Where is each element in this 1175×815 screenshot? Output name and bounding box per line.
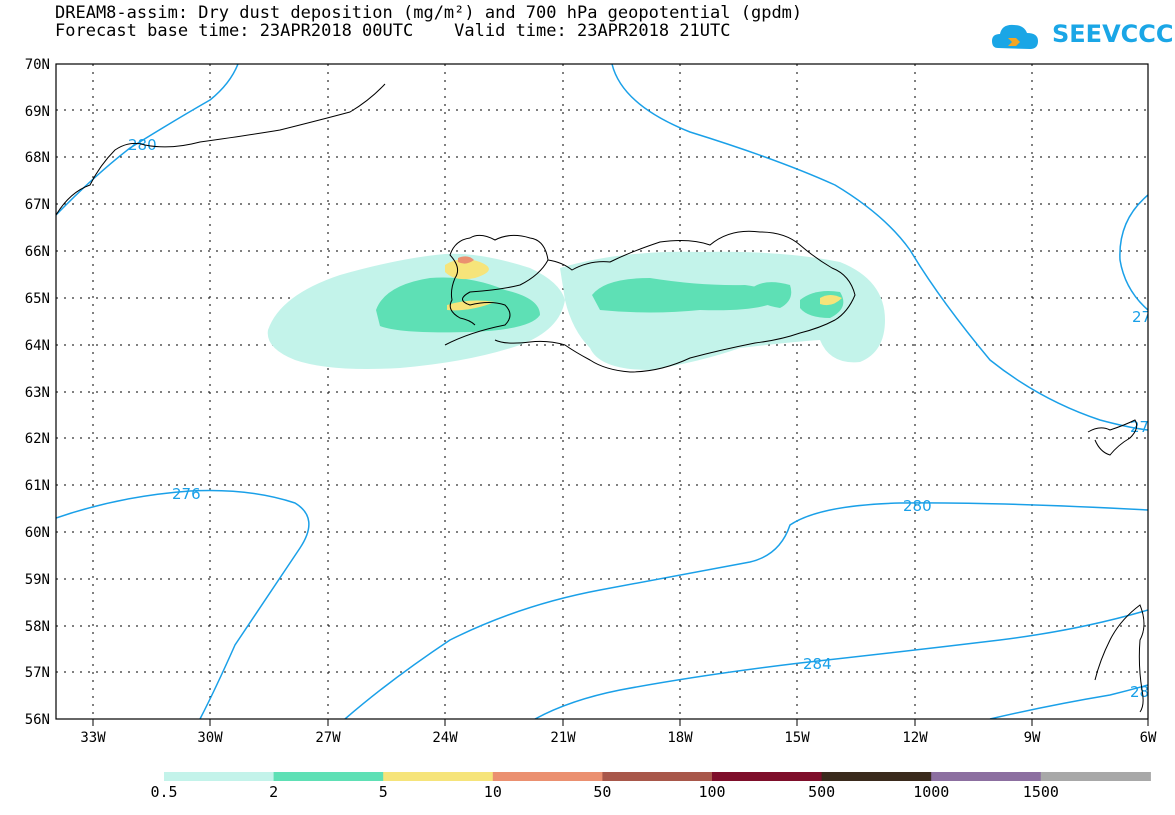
lat-label: 69N (25, 104, 50, 120)
lon-label: 21W (550, 730, 576, 746)
grid (56, 64, 1148, 719)
legend-swatch (931, 772, 1042, 781)
legend-swatch (164, 772, 275, 781)
contour-labels: 280 276 280 284 27 27 28 (128, 136, 1151, 701)
lat-label: 65N (25, 291, 50, 307)
logo-text: SEEVCCC (1052, 20, 1174, 48)
longitude-axis: 33W 30W 27W 24W 21W 18W 15W 12W 9W 6W (80, 730, 1157, 746)
lon-label: 9W (1024, 730, 1041, 746)
lat-label: 70N (25, 57, 50, 73)
lat-label: 62N (25, 431, 50, 447)
svg-text:27: 27 (1132, 308, 1151, 326)
legend-swatch (492, 772, 603, 781)
lon-label: 24W (432, 730, 458, 746)
legend-swatch (712, 772, 823, 781)
legend-threshold-label: 1000 (913, 783, 950, 801)
legend-threshold-label: 0.5 (150, 783, 178, 801)
lon-label: 6W (1140, 730, 1157, 746)
svg-text:284: 284 (803, 655, 832, 673)
map-title: DREAM8-assim: Dry dust deposition (mg/m²… (55, 3, 803, 23)
lon-label: 33W (80, 730, 106, 746)
svg-text:276: 276 (172, 485, 201, 503)
legend-swatch (273, 772, 384, 781)
dust-deposition-field (267, 251, 885, 370)
lon-label: 18W (667, 730, 693, 746)
lon-label: 15W (784, 730, 810, 746)
legend-threshold-label: 5 (378, 783, 388, 801)
svg-text:280: 280 (128, 136, 157, 154)
legend-threshold-label: 500 (808, 783, 836, 801)
lat-label: 57N (25, 665, 50, 681)
legend-swatch (1040, 772, 1151, 781)
lat-label: 68N (25, 150, 50, 166)
forecast-time-line: Forecast base time: 23APR2018 00UTC Vali… (55, 21, 731, 41)
legend-swatch (821, 772, 932, 781)
lat-label: 61N (25, 478, 50, 494)
lon-label: 30W (197, 730, 223, 746)
cloud-icon (992, 24, 1038, 49)
lon-label: 12W (902, 730, 928, 746)
lat-label: 56N (25, 712, 50, 728)
lat-label: 64N (25, 338, 50, 354)
legend-threshold-label: 1500 (1022, 783, 1059, 801)
lat-label: 66N (25, 244, 50, 260)
legend-threshold-label: 50 (593, 783, 612, 801)
lat-label: 67N (25, 197, 50, 213)
legend-threshold-label: 100 (698, 783, 726, 801)
legend-threshold-label: 10 (483, 783, 502, 801)
geopotential-contours (56, 64, 1148, 719)
coastlines (56, 83, 1145, 713)
lat-label: 59N (25, 572, 50, 588)
legend-swatch (383, 772, 494, 781)
legend-threshold-label: 2 (269, 783, 279, 801)
lon-label: 27W (315, 730, 341, 746)
latitude-axis: 70N 69N 68N 67N 66N 65N 64N 63N 62N 61N … (25, 57, 50, 728)
legend-colorbar (164, 772, 1151, 781)
svg-text:280: 280 (903, 497, 932, 515)
lat-label: 58N (25, 619, 50, 635)
legend-swatch (602, 772, 713, 781)
lat-label: 60N (25, 525, 50, 541)
svg-text:28: 28 (1130, 683, 1149, 701)
lat-label: 63N (25, 385, 50, 401)
